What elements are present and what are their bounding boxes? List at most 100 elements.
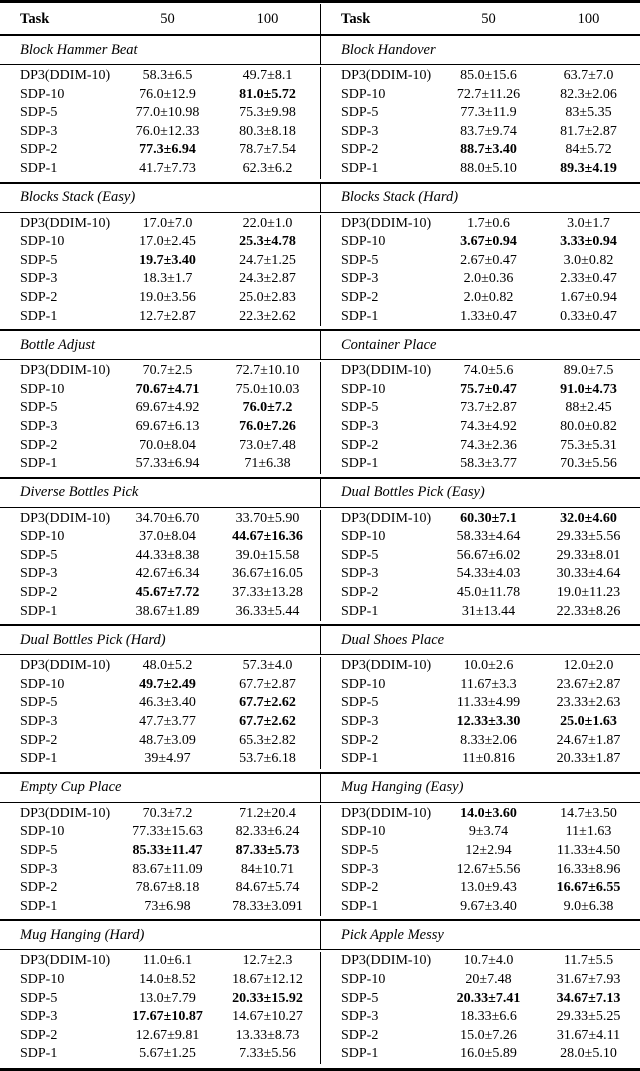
value-100: 29.33±5.56 [556, 529, 621, 545]
method-name: SDP-2 [20, 880, 58, 896]
group-title: Mug Hanging (Easy) [341, 779, 464, 796]
value-100: 75.0±10.03 [235, 381, 300, 397]
group-title-row: Blocks Stack (Easy) Blocks Stack (Hard) [0, 183, 640, 212]
value-100: 84±10.71 [240, 861, 295, 877]
method-name: SDP-10 [20, 529, 65, 545]
method-name: SDP-10 [341, 86, 386, 102]
method-name: DP3(DDIM-10) [20, 363, 111, 379]
value-100: 78.33±3.091 [232, 898, 303, 914]
value-100: 82.3±2.06 [560, 86, 617, 102]
value-50: 70.67±4.71 [135, 381, 200, 397]
method-name: SDP-5 [20, 547, 58, 563]
group-data-left: DP3(DDIM-10) 11.0±6.1 12.7±2.3 SDP-10 14.0±8… [0, 952, 320, 1064]
value-50: 11.0±6.1 [142, 953, 193, 969]
method-name: SDP-10 [341, 971, 386, 987]
method-name: SDP-5 [20, 843, 58, 858]
method-name: SDP-1 [341, 751, 379, 767]
group-title: Dual Bottles Pick (Easy) [341, 484, 485, 501]
value-50: 20.33±7.41 [456, 990, 521, 1006]
value-50: 85.0±15.6 [460, 68, 517, 83]
method-name: SDP-3 [20, 271, 58, 287]
value-50: 11.67±3.3 [460, 676, 517, 692]
value-50: 54.33±4.03 [456, 566, 521, 582]
value-100: 14.7±3.50 [560, 805, 617, 821]
group-data-rows: DP3(DDIM-10) 58.3±6.5 49.7±8.1 SDP-10 76.0±1… [0, 65, 640, 182]
value-100: 2.33±0.47 [560, 271, 617, 287]
value-50: 2.0±0.36 [463, 271, 514, 287]
value-50: 16.0±5.89 [460, 1046, 517, 1062]
group-title-right: Block Handover [320, 36, 640, 64]
value-50: 12.67±5.56 [456, 861, 521, 877]
method-name: SDP-10 [20, 971, 65, 987]
value-50: 49.7±2.49 [139, 676, 196, 692]
value-100: 71±6.38 [244, 456, 291, 472]
value-50: 70.7±2.5 [142, 363, 193, 379]
value-100: 78.7±7.54 [239, 142, 296, 158]
value-50: 57.33±6.94 [135, 456, 200, 472]
value-100: 23.33±2.63 [556, 695, 621, 711]
method-name: SDP-10 [341, 381, 386, 397]
value-50: 17.67±10.87 [132, 1009, 203, 1025]
group-data-right: DP3(DDIM-10) 60.30±7.1 32.0±4.60 SDP-10 58.3… [320, 509, 640, 622]
value-100: 33.70±5.90 [235, 510, 300, 526]
value-100: 12.7±2.3 [242, 953, 293, 969]
horizontal-rule [0, 801, 640, 803]
value-50: 48.7±3.09 [139, 732, 196, 748]
value-100: 67.7±2.62 [239, 695, 296, 711]
value-50: 41.7±7.73 [139, 160, 196, 176]
header-50-label: 50 [160, 10, 175, 27]
value-50: 72.7±11.26 [456, 86, 521, 102]
method-name: SDP-2 [341, 289, 379, 305]
table-header-row: Task 50 100 Task 50 100 [0, 4, 640, 34]
horizontal-rule [0, 919, 640, 922]
value-100: 9.0±6.38 [563, 898, 614, 914]
method-name: SDP-1 [341, 308, 379, 324]
value-50: 38.67±1.89 [135, 603, 200, 619]
method-name: SDP-3 [20, 418, 58, 434]
method-name: DP3(DDIM-10) [20, 805, 111, 821]
horizontal-rule [0, 359, 640, 361]
method-name: SDP-5 [20, 695, 58, 711]
method-name: DP3(DDIM-10) [20, 953, 111, 969]
value-50: 1.7±0.6 [467, 215, 510, 231]
horizontal-rule [0, 211, 640, 213]
method-name: SDP-3 [341, 123, 379, 139]
value-100: 29.33±5.25 [556, 1009, 621, 1025]
group-title-right: Container Place [320, 331, 640, 360]
value-50: 1.33±0.47 [460, 308, 517, 324]
value-50: 47.7±3.77 [139, 714, 196, 730]
value-50: 77.3±11.9 [460, 105, 517, 121]
horizontal-rule [0, 771, 640, 774]
value-100: 71.2±20.4 [239, 805, 296, 821]
method-name: SDP-5 [341, 252, 379, 268]
group-data-right: DP3(DDIM-10) 85.0±15.6 63.7±7.0 SDP-10 72.7±… [320, 67, 640, 179]
group-title: Pick Apple Messy [341, 926, 444, 943]
method-name: SDP-1 [20, 898, 58, 914]
value-50: 76.0±12.33 [135, 123, 200, 139]
method-name: SDP-2 [20, 142, 58, 158]
group-title: Bottle Adjust [20, 336, 96, 353]
group-title-left: Dual Bottles Pick (Hard) [0, 626, 320, 654]
method-name: DP3(DDIM-10) [20, 68, 111, 83]
value-100: 19.0±11.23 [556, 585, 621, 601]
group-data-left: DP3(DDIM-10) 70.7±2.5 72.7±10.10 SDP-10 70.6… [0, 362, 320, 474]
group-data-left: DP3(DDIM-10) 58.3±6.5 49.7±8.1 SDP-10 76.0±1… [0, 67, 320, 179]
value-50: 17.0±2.45 [139, 234, 196, 250]
horizontal-rule [0, 181, 640, 184]
value-50: 88.7±3.40 [460, 142, 517, 158]
method-name: SDP-5 [341, 105, 379, 121]
value-50: 9±3.74 [468, 824, 509, 840]
value-50: 12.33±3.30 [456, 714, 521, 730]
value-100: 49.7±8.1 [242, 68, 293, 83]
method-name: SDP-3 [20, 714, 58, 730]
value-100: 25.0±1.63 [560, 714, 617, 730]
header-100-label: 100 [256, 10, 279, 27]
value-100: 32.0±4.60 [560, 510, 617, 526]
method-name: SDP-1 [341, 456, 379, 472]
group-data-rows: DP3(DDIM-10) 70.3±7.2 71.2±20.4 SDP-10 77.33… [0, 803, 640, 920]
value-100: 89.3±4.19 [560, 160, 617, 176]
value-50: 31±13.44 [461, 603, 516, 619]
method-name: SDP-1 [341, 160, 379, 176]
value-100: 70.3±5.56 [560, 456, 617, 472]
value-50: 77.0±10.98 [135, 105, 200, 121]
